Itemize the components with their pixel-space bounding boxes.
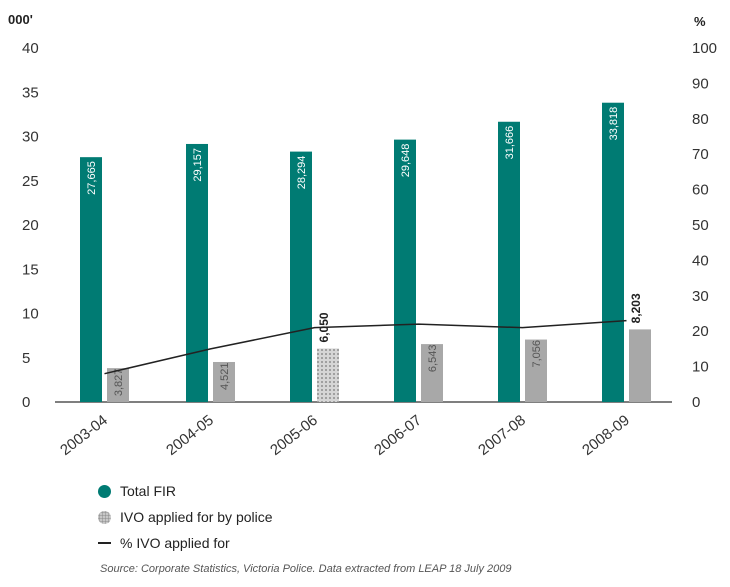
legend-label-pct-ivo: % IVO applied for <box>120 535 230 551</box>
bar-label-total-fir: 29,648 <box>400 144 412 178</box>
line-pct-ivo <box>104 319 627 375</box>
right-tick-label: 100 <box>692 40 717 57</box>
bar-label-ivo: 8,203 <box>629 293 643 323</box>
bar-total-fir <box>394 139 416 402</box>
legend-swatch-ivo <box>98 510 111 524</box>
left-tick-label: 10 <box>22 306 39 323</box>
bar-label-total-fir: 28,294 <box>296 156 308 190</box>
left-tick-label: 25 <box>22 173 39 190</box>
x-tick-label: 2004-05 <box>163 412 217 459</box>
left-tick-label: 0 <box>22 394 30 411</box>
bar-label-ivo: 7,056 <box>531 340 543 368</box>
bar-ivo <box>629 329 651 402</box>
left-tick-label: 35 <box>22 84 39 101</box>
bar-label-total-fir: 27,665 <box>86 161 98 195</box>
legend-item-pct-ivo: % IVO applied for <box>98 530 273 556</box>
bar-label-ivo: 3,827 <box>113 369 125 397</box>
right-tick-label: 70 <box>692 146 709 163</box>
bar-total-fir <box>80 157 102 402</box>
right-tick-label: 80 <box>692 111 709 128</box>
bar-total-fir <box>186 143 208 402</box>
bar-total-fir <box>290 151 312 402</box>
legend-swatch-total-fir <box>98 484 111 498</box>
right-tick-label: 10 <box>692 359 709 376</box>
source-note: Source: Corporate Statistics, Victoria P… <box>100 563 512 575</box>
right-tick-label: 50 <box>692 217 709 234</box>
bar-label-ivo: 6,543 <box>427 345 439 373</box>
legend-label-ivo: IVO applied for by police <box>120 509 273 525</box>
legend-label-total-fir: Total FIR <box>120 483 177 499</box>
bar-label-ivo: 4,521 <box>219 362 231 390</box>
left-tick-label: 5 <box>22 350 30 367</box>
bar-total-fir <box>602 102 624 403</box>
bar-ivo <box>525 339 547 402</box>
x-tick-label: 2003-04 <box>57 412 111 459</box>
bar-ivo <box>421 344 443 402</box>
x-tick-label: 2007-08 <box>475 412 529 459</box>
left-axis-unit: 000' <box>8 12 33 27</box>
right-tick-label: 90 <box>692 75 709 92</box>
bar-label-total-fir: 31,666 <box>504 126 516 160</box>
left-tick-label: 15 <box>22 261 39 278</box>
right-tick-label: 40 <box>692 252 709 269</box>
bar-ivo <box>107 368 129 402</box>
right-tick-label: 30 <box>692 288 709 305</box>
right-tick-label: 0 <box>692 394 700 411</box>
left-tick-label: 20 <box>22 217 39 234</box>
left-tick-label: 30 <box>22 129 39 146</box>
right-tick-label: 20 <box>692 323 709 340</box>
x-tick-label: 2005-06 <box>267 412 321 459</box>
legend-item-total-fir: Total FIR <box>98 478 273 504</box>
right-axis-unit: % <box>694 14 706 29</box>
x-tick-label: 2006-07 <box>371 412 425 459</box>
bar-ivo <box>213 361 235 402</box>
left-tick-label: 40 <box>22 40 39 57</box>
x-tick-label: 2008-09 <box>579 412 633 459</box>
bar-label-total-fir: 29,157 <box>192 148 204 182</box>
legend-swatch-pct-ivo <box>98 542 111 544</box>
bar-label-total-fir: 33,818 <box>608 107 620 141</box>
legend-item-ivo: IVO applied for by police <box>98 504 273 530</box>
right-tick-label: 60 <box>692 182 709 199</box>
bar-total-fir <box>498 121 520 403</box>
bar-ivo <box>317 348 339 402</box>
legend: Total FIR IVO applied for by police % IV… <box>98 478 273 556</box>
